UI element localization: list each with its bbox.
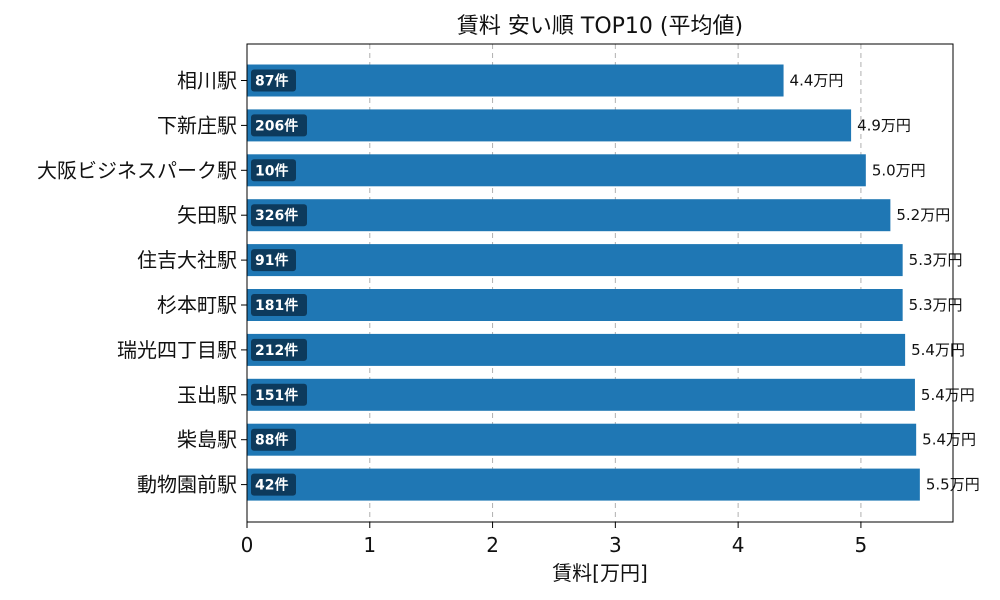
count-badge bbox=[251, 114, 307, 137]
data-label: 5.4万円 bbox=[921, 386, 975, 404]
x-tick-label: 1 bbox=[363, 533, 376, 557]
count-badge bbox=[251, 473, 296, 496]
chart-title: 賃料 安い順 TOP10 (平均値) bbox=[457, 14, 743, 39]
count-label: 10件 bbox=[255, 162, 288, 179]
data-label: 5.3万円 bbox=[909, 296, 963, 314]
x-tick-label: 5 bbox=[855, 533, 868, 557]
count-badge bbox=[251, 249, 296, 272]
bar bbox=[247, 154, 866, 187]
count-badge bbox=[251, 428, 296, 451]
y-tick-label: 玉出駅 bbox=[177, 383, 237, 407]
data-label: 5.3万円 bbox=[909, 251, 963, 269]
data-label: 5.2万円 bbox=[896, 206, 950, 224]
bar-labels: 4.4万円 87件 4.9万円 206件 5.0万円 10件 5.2万円 326件 5.3万円 9… bbox=[251, 69, 980, 496]
bar bbox=[247, 333, 906, 366]
bar bbox=[247, 468, 920, 501]
bar bbox=[247, 199, 891, 232]
bar bbox=[247, 423, 917, 456]
data-label: 5.4万円 bbox=[922, 431, 976, 449]
bar bbox=[247, 289, 903, 321]
bar bbox=[247, 109, 852, 142]
count-badge bbox=[251, 294, 307, 316]
count-badge bbox=[251, 159, 296, 182]
data-label: 4.4万円 bbox=[790, 72, 844, 90]
count-label: 181件 bbox=[255, 297, 298, 314]
bar bbox=[247, 64, 784, 97]
x-tick-label: 4 bbox=[732, 533, 745, 557]
x-tick-label: 3 bbox=[609, 533, 622, 557]
count-label: 87件 bbox=[255, 73, 288, 90]
y-tick-label: 下新庄駅 bbox=[157, 113, 237, 137]
axes: 0 1 2 3 4 5 相川駅下新庄駅大阪ビジネスパーク駅矢田駅住吉大社駅杉本町駅瑞光四丁目… bbox=[37, 69, 867, 558]
y-tick-label: 柴島駅 bbox=[177, 428, 237, 452]
y-tick-label: 大阪ビジネスパーク駅 bbox=[37, 158, 237, 182]
count-label: 326件 bbox=[255, 207, 298, 224]
data-label: 5.4万円 bbox=[911, 341, 965, 359]
y-tick-label: 相川駅 bbox=[177, 69, 237, 93]
count-badge bbox=[251, 383, 307, 406]
bars bbox=[247, 64, 920, 501]
count-label: 206件 bbox=[255, 117, 298, 134]
plot-frame bbox=[246, 43, 954, 523]
count-badge bbox=[251, 338, 307, 361]
x-tick-label: 0 bbox=[241, 533, 254, 557]
count-badge bbox=[251, 204, 307, 227]
count-label: 212件 bbox=[255, 342, 298, 359]
count-label: 42件 bbox=[255, 477, 288, 494]
count-badge bbox=[251, 69, 296, 92]
x-axis-label: 賃料[万円] bbox=[552, 561, 648, 585]
data-label: 4.9万円 bbox=[857, 116, 911, 134]
y-tick-label: 動物園前駅 bbox=[137, 473, 237, 497]
count-label: 151件 bbox=[255, 387, 298, 404]
y-tick-label: 杉本町駅 bbox=[157, 293, 237, 317]
data-label: 5.0万円 bbox=[872, 161, 926, 179]
count-label: 88件 bbox=[255, 432, 288, 449]
bar bbox=[247, 378, 915, 411]
y-tick-label: 瑞光四丁目駅 bbox=[117, 338, 237, 362]
count-label: 91件 bbox=[255, 252, 288, 269]
bar bbox=[247, 244, 903, 277]
y-tick-label: 矢田駅 bbox=[177, 203, 237, 227]
y-tick-label: 住吉大社駅 bbox=[137, 248, 237, 272]
x-tick-label: 2 bbox=[486, 533, 499, 557]
